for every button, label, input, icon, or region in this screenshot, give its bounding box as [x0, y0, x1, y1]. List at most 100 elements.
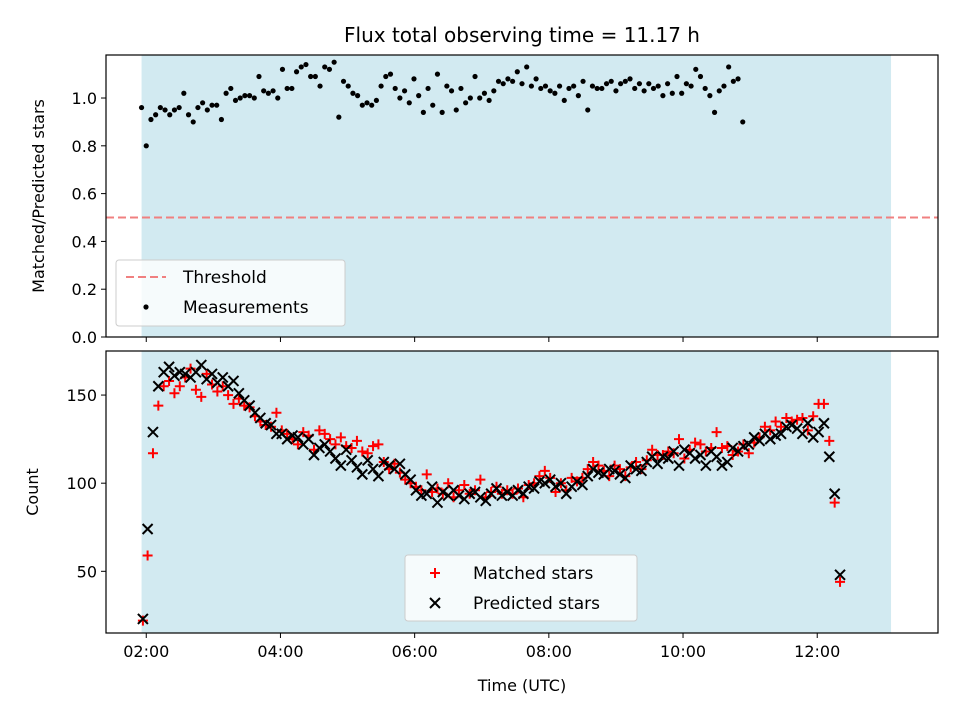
- data-point: [538, 85, 544, 92]
- data-point: [472, 73, 478, 80]
- data-point: [243, 399, 256, 412]
- data-point: [444, 83, 450, 89]
- data-point: [260, 420, 271, 431]
- data-point: [373, 97, 379, 104]
- data-point: [345, 83, 351, 89]
- data-point: [693, 66, 699, 72]
- data-point: [261, 88, 267, 94]
- data-point: [335, 459, 347, 472]
- data-point: [430, 102, 436, 108]
- data-point: [646, 81, 652, 87]
- axes-frame: [105, 350, 939, 634]
- data-point: [524, 64, 530, 70]
- data-point: [242, 93, 248, 99]
- data-point: [228, 85, 234, 92]
- data-point: [324, 445, 336, 458]
- data-point: [214, 102, 220, 108]
- data-point: [176, 104, 182, 111]
- series-predicted-stars: [137, 359, 846, 625]
- data-point: [808, 411, 819, 422]
- data-point: [345, 454, 358, 466]
- data-point: [367, 463, 379, 475]
- data-point: [326, 66, 333, 72]
- data-point: [588, 457, 599, 468]
- data-point: [775, 421, 786, 432]
- data-point: [392, 85, 398, 92]
- data-point: [636, 81, 643, 87]
- data-point: [355, 93, 361, 99]
- data-point: [560, 488, 572, 500]
- data-point: [303, 61, 309, 68]
- data-point: [350, 90, 356, 96]
- data-point: [743, 438, 755, 451]
- data-point: [217, 381, 228, 392]
- data-point: [279, 66, 286, 72]
- data-point: [556, 83, 563, 89]
- legend-measurements-swatch: [143, 304, 149, 310]
- y-tick-label: 0.2: [72, 280, 97, 299]
- data-point: [582, 464, 593, 475]
- data-point: [486, 97, 492, 104]
- data-point: [571, 475, 583, 488]
- count-panel: 50 100 150 02:00 04:00 06:00 08:00 10:00 12:00 Co…: [23, 350, 939, 661]
- data-point: [566, 85, 572, 92]
- data-point: [404, 473, 417, 486]
- data-point: [727, 449, 738, 460]
- data-point: [331, 59, 337, 65]
- data-point: [608, 465, 621, 477]
- data-point: [619, 472, 632, 484]
- data-point: [721, 456, 734, 468]
- data-point: [571, 83, 577, 89]
- data-point: [797, 412, 808, 423]
- data-point: [599, 85, 605, 92]
- data-point: [690, 437, 701, 448]
- data-point: [142, 550, 153, 561]
- data-point: [181, 90, 187, 96]
- data-point: [480, 495, 492, 507]
- data-point: [426, 481, 438, 493]
- data-point: [688, 83, 694, 89]
- data-point: [246, 93, 253, 99]
- data-point: [406, 100, 412, 106]
- data-point: [401, 88, 408, 94]
- series-measurements: [138, 59, 746, 149]
- data-point: [544, 473, 556, 486]
- data-point: [618, 81, 624, 87]
- data-point: [748, 431, 760, 444]
- data-point: [362, 448, 373, 459]
- data-point: [137, 615, 148, 626]
- data-point: [336, 114, 342, 120]
- data-point: [325, 434, 336, 445]
- legend-box: [115, 259, 346, 327]
- y-tick-label: 100: [66, 474, 97, 493]
- data-point: [416, 485, 427, 496]
- data-point: [781, 412, 792, 423]
- data-point: [609, 460, 620, 471]
- x-axis-label: Time (UTC): [477, 676, 566, 695]
- data-point: [475, 474, 486, 485]
- data-point: [679, 453, 690, 464]
- legend-matched-swatch: [430, 568, 440, 578]
- data-point: [322, 64, 328, 70]
- data-point: [434, 71, 441, 77]
- data-point: [168, 369, 181, 382]
- data-point: [217, 371, 229, 384]
- data-point: [293, 69, 300, 75]
- data-point: [421, 488, 433, 500]
- data-point: [302, 433, 315, 445]
- data-point: [753, 435, 766, 447]
- data-point: [373, 439, 384, 450]
- y-tick-label: 0.0: [72, 328, 97, 347]
- data-point: [453, 485, 464, 496]
- data-point: [542, 83, 549, 89]
- data-point: [824, 435, 835, 446]
- data-point: [204, 107, 210, 113]
- data-point: [792, 414, 803, 425]
- y-tick-label: 50: [77, 562, 97, 581]
- data-point: [289, 85, 295, 92]
- data-point: [458, 85, 464, 92]
- data-point: [716, 459, 728, 472]
- data-point: [631, 457, 642, 468]
- data-point: [271, 407, 282, 418]
